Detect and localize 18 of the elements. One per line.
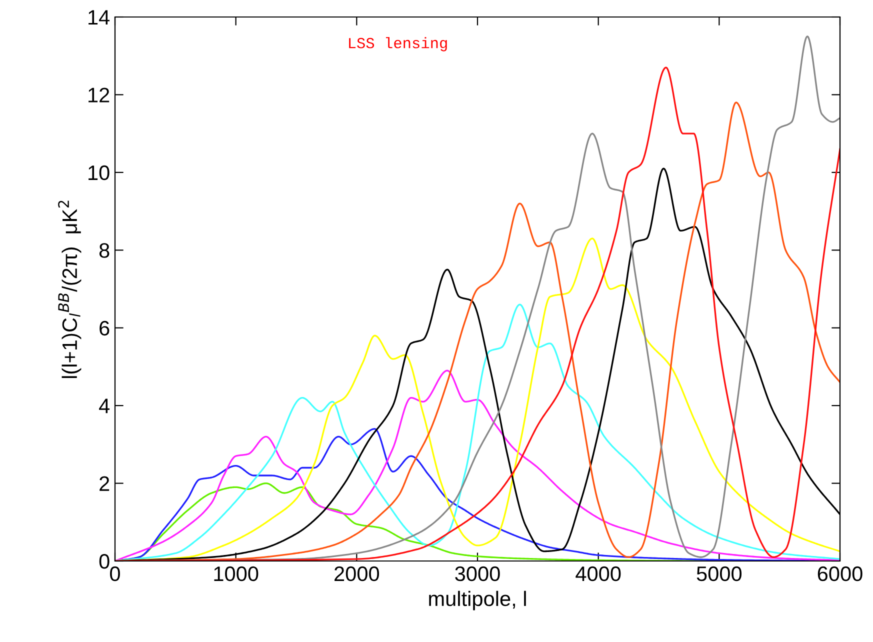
- x-tick-label: 0: [110, 566, 120, 582]
- x-axis-title: multipole, l: [429, 590, 526, 610]
- y-tick-label: 12: [88, 88, 110, 102]
- x-tick-label: 4000: [576, 566, 621, 582]
- y-tick-label: 8: [99, 243, 110, 258]
- x-tick-label: 6000: [818, 566, 862, 582]
- x-tick-label: 5000: [696, 566, 742, 582]
- y-tick-label: 14: [88, 10, 110, 25]
- x-tick-label: 3000: [455, 566, 500, 582]
- y-tick-label: 10: [88, 165, 110, 180]
- x-tick-label: 1000: [214, 566, 258, 582]
- y-tick-label: 4: [99, 398, 110, 414]
- annotation: LSS lensing: [349, 37, 447, 52]
- y-tick-label: 0: [99, 554, 110, 569]
- y-axis-title: l(l+1)C$_{l}$$^{BB}$/(2π) μK$^{2}$: [58, 200, 82, 378]
- y-tick-label: 2: [100, 476, 110, 491]
- x-tick-label: 2000: [334, 566, 380, 582]
- y-tick-label: 6: [100, 320, 110, 336]
